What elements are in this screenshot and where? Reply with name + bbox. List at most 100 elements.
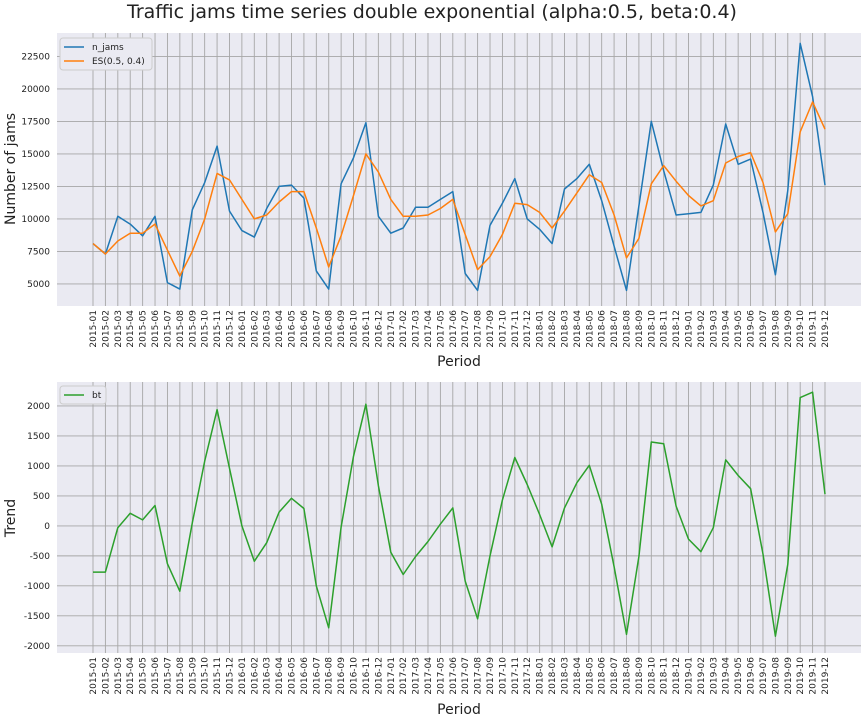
trend-x-tick-label: 2015-05 <box>139 657 149 695</box>
trend-x-tick-label: 2019-10 <box>796 657 806 695</box>
trend-x-tick-label: 2016-01 <box>238 657 248 695</box>
jams-y-tick-label: 15000 <box>21 150 50 160</box>
jams-x-tick-label: 2019-10 <box>796 310 806 348</box>
jams-x-tick-label: 2015-08 <box>176 310 186 348</box>
jams-x-tick-label: 2017-09 <box>486 310 496 348</box>
jams-y-tick-label: 17500 <box>21 117 50 127</box>
jams-x-tick-label: 2017-11 <box>511 310 521 348</box>
trend-x-tick-label: 2018-06 <box>598 657 608 695</box>
trend-x-tick-label: 2017-07 <box>461 657 471 695</box>
jams-x-tick-label: 2019-06 <box>747 310 757 348</box>
trend-x-tick-label: 2017-12 <box>523 657 533 695</box>
trend-x-tick-label: 2019-11 <box>809 657 819 695</box>
jams-x-tick-label: 2017-12 <box>523 310 533 348</box>
jams-y-tick-label: 12500 <box>21 182 50 192</box>
jams-x-tick-label: 2015-11 <box>213 310 223 348</box>
trend-y-ticks: -2000 -1500 -1000 -500 0 500 1000 1500 2000 <box>24 402 50 652</box>
jams-x-tick-label: 2018-08 <box>622 310 632 348</box>
jams-x-tick-label: 2018-11 <box>660 310 670 348</box>
jams-x-tick-label: 2019-12 <box>821 310 831 348</box>
jams-x-tick-label: 2019-11 <box>809 310 819 348</box>
jams-x-tick-label: 2015-02 <box>101 310 111 348</box>
legend-label-bt: bt <box>92 391 102 401</box>
jams-x-tick-label: 2015-12 <box>225 310 235 348</box>
trend-grid <box>57 382 861 653</box>
trend-y-tick-label: 0 <box>44 522 50 532</box>
jams-x-tick-label: 2015-06 <box>151 310 161 348</box>
trend-y-tick-label: -500 <box>30 552 51 562</box>
trend-x-tick-label: 2019-01 <box>685 657 695 695</box>
trend-y-tick-label: 500 <box>33 492 50 502</box>
jams-x-tick-label: 2018-10 <box>647 310 657 348</box>
trend-x-tick-label: 2016-11 <box>362 657 372 695</box>
jams-y-tick-label: 5000 <box>27 280 50 290</box>
trend-x-ticks: 2015-01 2015-02 2015-03 2015-04 2015-05 2015-… <box>89 657 831 695</box>
trend-x-tick-label: 2017-10 <box>498 657 508 695</box>
trend-x-tick-label: 2015-10 <box>201 657 211 695</box>
jams-grid <box>57 33 861 306</box>
jams-x-tick-label: 2018-06 <box>598 310 608 348</box>
trend-legend: bt <box>59 385 107 405</box>
trend-x-tick-label: 2017-11 <box>511 657 521 695</box>
jams-x-tick-label: 2016-03 <box>263 310 273 348</box>
jams-x-tick-label: 2016-06 <box>300 310 310 348</box>
trend-x-tick-label: 2018-10 <box>647 657 657 695</box>
trend-x-tick-label: 2016-05 <box>288 657 298 695</box>
jams-y-tick-label: 22500 <box>21 52 50 62</box>
jams-y-ticks: 5000 7500 10000 12500 15000 17500 20000 22500 <box>21 52 50 290</box>
trend-x-tick-label: 2016-09 <box>337 657 347 695</box>
trend-x-tick-label: 2015-07 <box>163 657 173 695</box>
trend-y-tick-label: 2000 <box>27 402 50 412</box>
trend-x-tick-label: 2018-08 <box>622 657 632 695</box>
trend-x-tick-label: 2015-11 <box>213 657 223 695</box>
trend-x-tick-label: 2019-08 <box>771 657 781 695</box>
jams-x-tick-label: 2016-07 <box>312 310 322 348</box>
trend-x-axis-label: Period <box>437 702 481 718</box>
jams-x-tick-label: 2016-08 <box>325 310 335 348</box>
trend-x-tick-label: 2015-12 <box>225 657 235 695</box>
jams-x-tick-label: 2017-02 <box>399 310 409 348</box>
jams-legend-box <box>59 37 153 71</box>
jams-x-tick-label: 2016-10 <box>350 310 360 348</box>
trend-y-tick-label: 1000 <box>27 462 50 472</box>
jams-x-tick-label: 2018-01 <box>536 310 546 348</box>
jams-x-tick-label: 2019-03 <box>709 310 719 348</box>
jams-y-axis-label: Number of jams <box>3 113 19 225</box>
jams-x-tick-label: 2015-07 <box>163 310 173 348</box>
trend-x-tick-label: 2017-03 <box>412 657 422 695</box>
trend-x-tick-label: 2016-08 <box>325 657 335 695</box>
series-line-es-0-5-0-4 <box>92 101 826 277</box>
jams-y-tick-label: 10000 <box>21 215 50 225</box>
jams-x-tick-label: 2015-04 <box>126 310 136 348</box>
trend-x-tick-label: 2015-01 <box>89 657 99 695</box>
jams-x-tick-label: 2016-05 <box>288 310 298 348</box>
trend-x-tick-label: 2016-04 <box>275 657 285 695</box>
jams-x-axis-label: Period <box>437 354 481 370</box>
trend-x-tick-label: 2016-12 <box>374 657 384 695</box>
trend-x-tick-label: 2015-09 <box>188 657 198 695</box>
jams-y-tick-label: 20000 <box>21 85 50 95</box>
trend-x-tick-label: 2019-07 <box>759 657 769 695</box>
trend-x-tick-label: 2018-01 <box>536 657 546 695</box>
trend-x-tick-label: 2018-07 <box>610 657 620 695</box>
jams-x-tick-label: 2019-02 <box>697 310 707 348</box>
jams-x-tick-label: 2019-01 <box>685 310 695 348</box>
jams-x-tick-label: 2017-08 <box>474 310 484 348</box>
figure-title: Traffic jams time series double exponent… <box>126 1 737 23</box>
trend-x-tick-label: 2017-01 <box>387 657 397 695</box>
trend-lines <box>93 391 826 637</box>
trend-x-tick-label: 2019-06 <box>747 657 757 695</box>
trend-x-tick-label: 2016-02 <box>250 657 260 695</box>
trend-x-tick-label: 2018-05 <box>585 657 595 695</box>
jams-x-tick-label: 2015-09 <box>188 310 198 348</box>
trend-x-tick-label: 2016-10 <box>350 657 360 695</box>
jams-x-tick-label: 2018-05 <box>585 310 595 348</box>
jams-lines <box>92 42 826 292</box>
jams-x-tick-label: 2019-07 <box>759 310 769 348</box>
jams-x-tick-label: 2017-01 <box>387 310 397 348</box>
jams-x-tick-label: 2019-04 <box>722 310 732 348</box>
jams-x-tick-label: 2017-07 <box>461 310 471 348</box>
trend-x-tick-label: 2018-04 <box>573 657 583 695</box>
jams-x-tick-label: 2015-10 <box>201 310 211 348</box>
